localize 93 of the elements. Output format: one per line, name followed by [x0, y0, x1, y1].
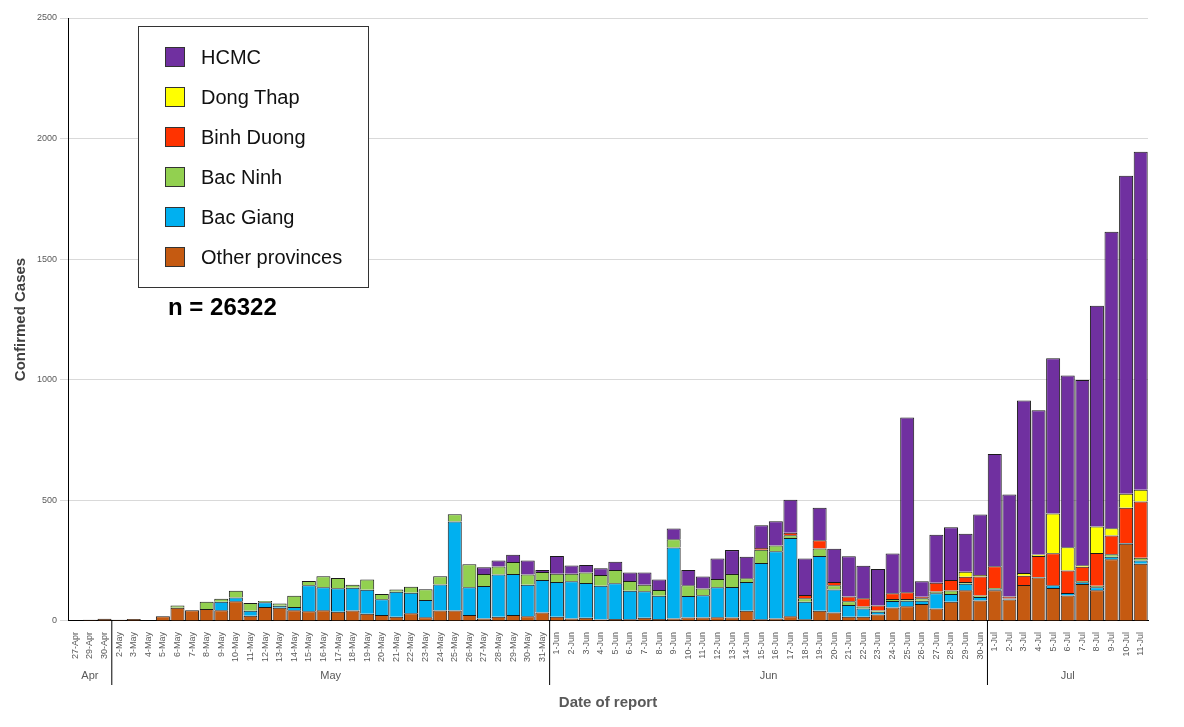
x-tick-label: 27-May	[478, 631, 489, 663]
y-tick-label: 0	[52, 615, 58, 626]
x-tick-label: 1-Jul	[989, 631, 1000, 652]
x-tick-label: 10-Jul	[1120, 631, 1131, 657]
x-tick-label: 23-Jun	[872, 631, 883, 660]
x-tick-label: 7-Jun	[638, 631, 649, 655]
x-tick-label: 1-Jun	[551, 631, 562, 655]
x-tick-label: 13-May	[274, 631, 285, 663]
legend-label: Dong Thap	[201, 85, 300, 109]
y-tick-label: 500	[41, 494, 58, 505]
x-tick-label: 5-May	[157, 631, 168, 658]
x-tick-label: 15-Jun	[755, 631, 766, 660]
x-axis-title: Date of report	[558, 693, 658, 710]
x-tick-label: 4-Jul	[1033, 631, 1044, 652]
x-tick-label: 2-May	[113, 631, 124, 658]
x-tick-label: 24-May	[434, 631, 445, 663]
legend-label: Bac Ninh	[201, 165, 283, 189]
x-tick-label: 9-Jun	[668, 631, 679, 655]
annotation: n = 26322	[168, 293, 277, 321]
x-tick-label: 4-Jun	[595, 631, 606, 655]
x-tick-label: 14-Jun	[741, 631, 752, 660]
x-tick-label: 29-Apr	[84, 631, 95, 660]
legend-label: Bac Giang	[201, 205, 295, 229]
x-tick-label: 3-Jul	[1018, 631, 1029, 652]
x-tick-label: 16-May	[317, 631, 328, 663]
x-tick-label: 21-May	[390, 631, 401, 663]
x-tick-label: 3-Jun	[580, 631, 591, 655]
x-tick-label: 8-Jun	[653, 631, 664, 655]
x-tick-label: 21-Jun	[843, 631, 854, 660]
x-tick-label: 11-May	[244, 631, 255, 662]
x-tick-label: 8-Jul	[1091, 631, 1102, 652]
x-tick-label: 29-Jun	[960, 631, 971, 660]
x-tick-label: 15-May	[303, 631, 314, 663]
x-tick-label: 7-Jul	[1076, 631, 1087, 652]
x-tick-label: 16-Jun	[770, 631, 781, 660]
x-tick-label: 30-Apr	[98, 631, 109, 660]
x-tick-label: 27-Apr	[69, 631, 80, 660]
x-tick-label: 12-Jun	[711, 631, 722, 660]
x-tick-label: 22-Jun	[857, 631, 868, 660]
x-tick-label: 25-May	[449, 631, 460, 663]
x-tick-label: 30-May	[522, 631, 533, 663]
x-tick-label: 29-May	[507, 631, 518, 663]
text: Apr	[81, 669, 99, 681]
y-axis-title: Confirmed Cases	[11, 257, 29, 382]
x-tick-label: 4-May	[142, 631, 153, 658]
x-tick-label: 26-Jun	[916, 631, 927, 660]
x-tick-label: 18-Jun	[799, 631, 810, 660]
x-tick-label: 19-Jun	[814, 631, 825, 660]
x-tick-label: 6-Jul	[1062, 631, 1073, 652]
x-tick-label: 10-Jun	[682, 631, 693, 660]
x-tick-label: 10-May	[230, 631, 241, 663]
x-tick-label: 26-May	[463, 631, 474, 663]
y-tick-label: 2500	[36, 12, 58, 23]
x-tick-label: 19-May	[361, 631, 372, 663]
text: Jun	[759, 669, 778, 681]
x-tick-label: 2-Jun	[566, 631, 577, 655]
x-tick-label: 23-May	[420, 631, 431, 663]
x-tick-label: 28-May	[493, 631, 504, 663]
x-tick-label: 17-May	[332, 631, 343, 663]
x-tick-label: 13-Jun	[726, 631, 737, 660]
legend-label: Binh Duong	[201, 125, 306, 149]
x-tick-label: 8-May	[201, 631, 212, 658]
x-tick-label: 30-Jun	[974, 631, 985, 660]
x-tick-label: 17-Jun	[784, 631, 795, 660]
x-tick-label: 11-Jul	[1135, 631, 1146, 656]
text: May	[320, 669, 342, 681]
y-tick-label: 2000	[36, 133, 58, 144]
y-tick-label: 1500	[36, 253, 58, 264]
x-tick-label: 20-Jun	[828, 631, 839, 660]
legend-label: Other provinces	[201, 245, 343, 269]
x-tick-label: 7-May	[186, 631, 197, 658]
x-tick-label: 9-Jul	[1106, 631, 1116, 652]
x-tick-label: 3-May	[128, 631, 139, 658]
x-tick-label: 28-Jun	[945, 631, 956, 660]
x-tick-label: 27-Jun	[930, 631, 941, 660]
text: Jul	[1060, 669, 1075, 681]
x-tick-label: 14-May	[288, 631, 299, 663]
x-tick-label: 6-May	[171, 631, 182, 658]
x-tick-label: 18-May	[347, 631, 358, 663]
x-tick-label: 25-Jun	[901, 631, 912, 660]
x-tick-label: 20-May	[376, 631, 387, 663]
x-tick-label: 24-Jun	[887, 631, 898, 660]
legend-label: HCMC	[201, 45, 262, 69]
x-tick-label: 6-Jun	[624, 631, 635, 655]
x-tick-label: 2-Jul	[1003, 631, 1014, 652]
x-tick-label: 12-May	[259, 631, 270, 663]
x-tick-label: 5-Jun	[609, 631, 620, 655]
x-tick-label: 9-May	[215, 631, 226, 658]
x-tick-label: 22-May	[405, 631, 416, 663]
x-tick-label: 31-May	[536, 631, 547, 663]
x-tick-label: 5-Jul	[1047, 631, 1058, 652]
x-tick-label: 11-Jun	[697, 631, 708, 659]
y-tick-label: 1000	[36, 374, 58, 385]
